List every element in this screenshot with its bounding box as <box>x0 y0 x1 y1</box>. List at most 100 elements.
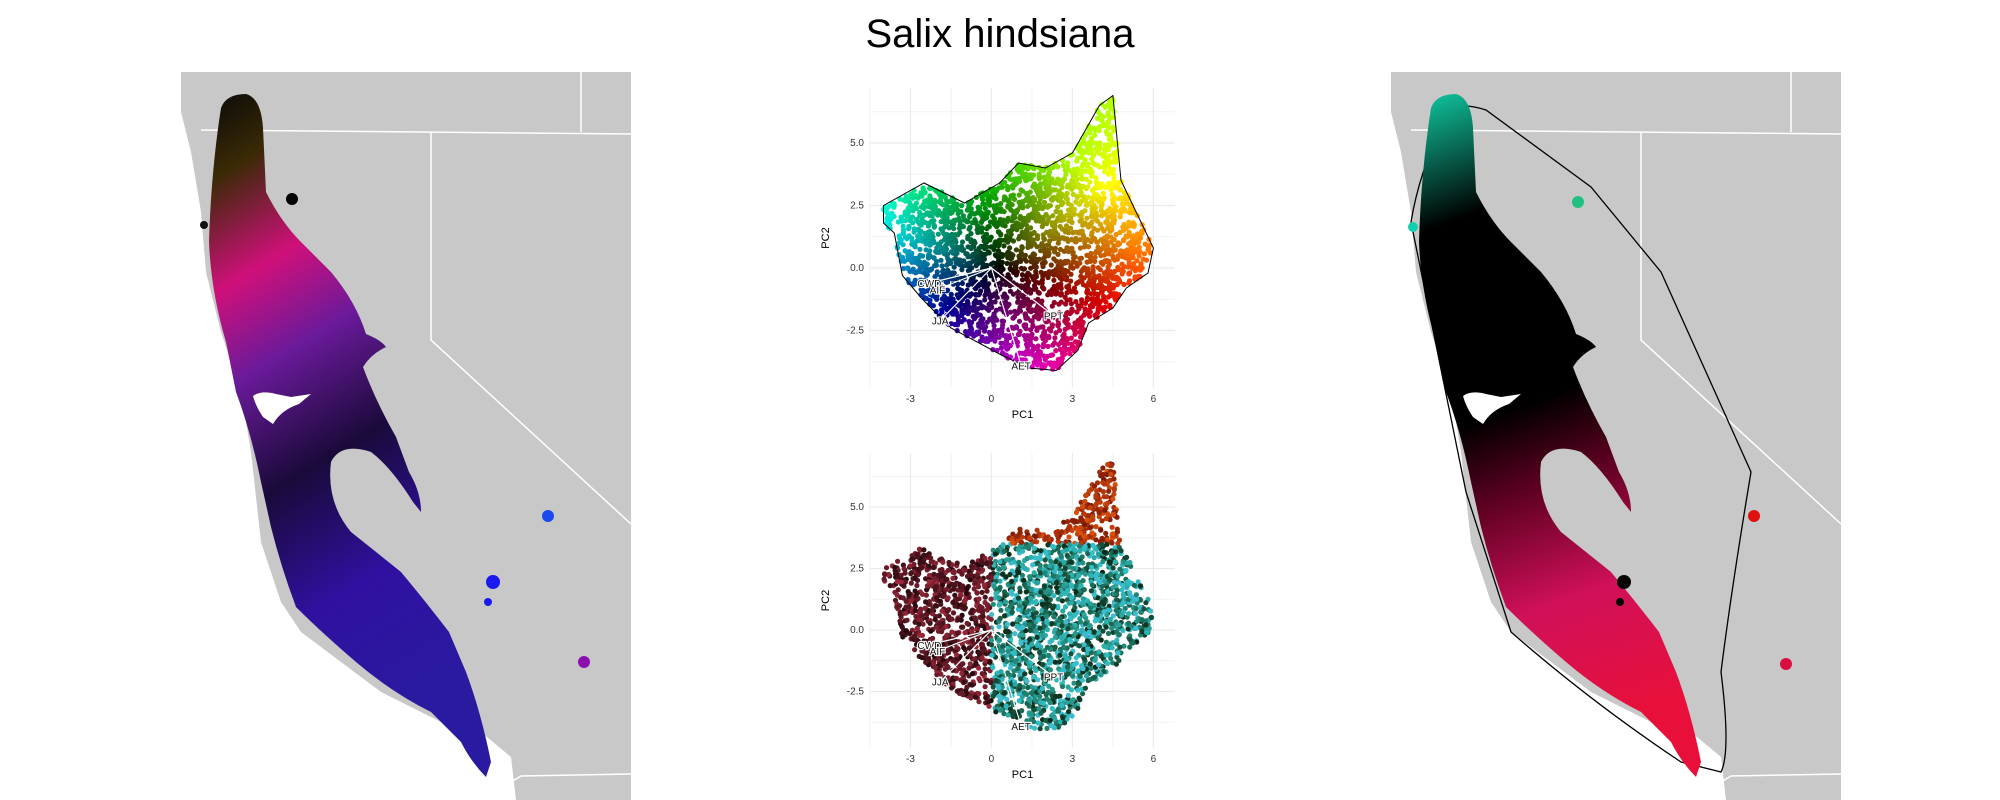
data-point <box>981 274 987 280</box>
data-point <box>1094 617 1100 623</box>
data-point <box>1111 213 1117 219</box>
data-point <box>1094 115 1101 121</box>
data-point <box>910 195 916 201</box>
data-point <box>948 646 954 652</box>
data-point <box>929 198 935 204</box>
data-point <box>1065 626 1071 632</box>
data-point <box>1078 619 1084 625</box>
data-point <box>1044 696 1050 702</box>
data-point <box>1098 473 1104 479</box>
data-point <box>965 311 971 317</box>
data-point <box>1126 280 1132 286</box>
data-point <box>931 222 937 228</box>
data-point <box>1084 297 1090 303</box>
data-point <box>990 213 996 219</box>
data-point <box>1110 255 1117 262</box>
data-point <box>1008 267 1014 273</box>
data-point <box>1108 187 1114 193</box>
data-point <box>927 291 933 298</box>
data-point <box>967 224 973 230</box>
data-point <box>1020 577 1027 583</box>
data-point <box>1073 583 1079 589</box>
data-point <box>979 279 985 285</box>
data-point <box>904 617 910 623</box>
data-point <box>1135 579 1141 585</box>
data-point <box>1053 564 1059 570</box>
data-point <box>1105 225 1111 231</box>
data-point <box>1068 236 1075 243</box>
data-point <box>913 641 920 648</box>
outlier-dot <box>1616 598 1624 606</box>
data-point <box>1018 224 1024 230</box>
data-point <box>1017 617 1023 623</box>
data-point <box>1038 243 1044 249</box>
data-point <box>1104 218 1110 224</box>
data-point <box>897 236 903 242</box>
data-point <box>1088 588 1094 594</box>
data-point <box>1062 720 1068 726</box>
data-point <box>1099 306 1106 312</box>
data-point <box>1141 251 1148 257</box>
data-point <box>1103 530 1109 536</box>
data-point <box>1044 725 1050 731</box>
data-point <box>1048 262 1054 268</box>
data-point <box>983 284 989 290</box>
data-point <box>1128 623 1134 629</box>
data-point <box>1007 254 1013 260</box>
data-point <box>1050 187 1056 193</box>
data-point <box>1087 609 1093 615</box>
data-point <box>975 330 981 337</box>
data-point <box>1042 317 1048 323</box>
data-point <box>1005 187 1011 193</box>
data-point <box>928 559 934 565</box>
data-point <box>910 282 917 288</box>
data-point <box>1060 352 1066 358</box>
data-point <box>1088 634 1095 640</box>
data-point <box>1022 235 1028 241</box>
data-point <box>1108 463 1114 469</box>
data-point <box>1069 219 1075 225</box>
data-point <box>1077 142 1083 148</box>
data-point <box>1000 318 1007 324</box>
data-point <box>1062 653 1068 659</box>
data-point <box>1072 612 1078 618</box>
data-point <box>1073 339 1079 345</box>
data-point <box>1019 534 1025 540</box>
data-point <box>1046 269 1052 275</box>
data-point <box>981 647 987 653</box>
data-point <box>1028 541 1034 548</box>
data-point <box>895 219 901 225</box>
data-point <box>1139 265 1145 271</box>
data-point <box>1012 308 1018 314</box>
data-point <box>1087 253 1094 259</box>
data-point <box>984 677 990 683</box>
data-point <box>1114 256 1120 262</box>
data-point <box>940 202 946 208</box>
data-point <box>1096 649 1102 655</box>
data-point <box>1060 608 1066 614</box>
x-tick-label: 6 <box>1151 394 1157 405</box>
data-point <box>979 303 985 309</box>
data-point <box>892 597 899 603</box>
pca-plot-bottom: CWD AIF JJA PPT AET -3 0 3 6 -2.5 0.0 2.5 5.0 PC1 PC2 <box>815 445 1195 800</box>
outlier-dot <box>1617 575 1631 589</box>
data-point <box>926 579 932 585</box>
data-point <box>1021 174 1027 180</box>
data-point <box>953 251 959 257</box>
data-point <box>1063 310 1070 316</box>
data-point <box>1013 272 1019 278</box>
data-point <box>909 238 915 244</box>
data-point <box>1047 238 1053 244</box>
data-point <box>1008 589 1014 595</box>
data-point <box>1035 343 1041 349</box>
data-point <box>1061 344 1067 350</box>
data-point <box>1011 213 1018 220</box>
data-point <box>1005 712 1011 718</box>
data-point <box>1114 282 1120 288</box>
data-point <box>1033 272 1039 278</box>
data-point <box>955 211 961 217</box>
data-point <box>1005 648 1011 654</box>
data-point <box>950 244 956 250</box>
data-point <box>998 264 1005 270</box>
data-point <box>1093 502 1099 508</box>
